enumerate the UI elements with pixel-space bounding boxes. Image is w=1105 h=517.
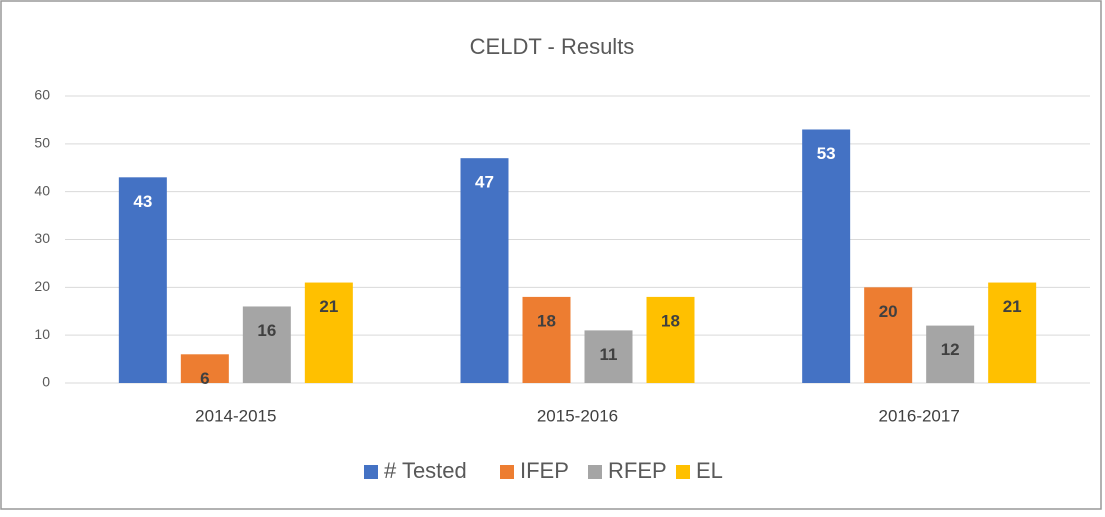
y-tick-label: 0 — [42, 374, 50, 390]
bar — [304, 282, 353, 383]
bar — [460, 158, 509, 383]
data-label: 20 — [879, 302, 898, 321]
bar — [988, 282, 1037, 383]
bar — [118, 177, 167, 383]
legend-label: IFEP — [520, 458, 569, 483]
data-label: 21 — [1003, 297, 1022, 316]
legend-swatch — [676, 465, 690, 479]
data-label: 16 — [257, 321, 276, 340]
legend-label: EL — [696, 458, 723, 483]
y-tick-label: 50 — [34, 135, 50, 151]
chart-title: CELDT - Results — [470, 34, 635, 59]
x-tick-label: 2015-2016 — [537, 406, 618, 425]
data-label: 21 — [319, 297, 338, 316]
legend-swatch — [364, 465, 378, 479]
data-label: 47 — [475, 173, 494, 192]
legend-swatch — [588, 465, 602, 479]
bar — [646, 296, 695, 383]
data-label: 18 — [661, 311, 680, 330]
y-tick-label: 10 — [34, 326, 50, 342]
bar — [864, 287, 913, 383]
bar — [180, 354, 229, 383]
x-tick-label: 2014-2015 — [195, 406, 276, 425]
bar — [926, 325, 975, 383]
x-tick-label: 2016-2017 — [879, 406, 960, 425]
bar — [584, 330, 633, 383]
y-tick-label: 30 — [34, 230, 50, 246]
legend-label: RFEP — [608, 458, 667, 483]
data-label: 43 — [133, 192, 152, 211]
data-label: 12 — [941, 340, 960, 359]
y-tick-label: 20 — [34, 278, 50, 294]
y-tick-label: 60 — [34, 87, 50, 103]
bar — [522, 296, 571, 383]
legend-swatch — [500, 465, 514, 479]
data-label: 53 — [817, 144, 836, 163]
data-label: 6 — [200, 369, 209, 388]
data-label: 11 — [600, 345, 618, 364]
bar — [242, 306, 291, 383]
y-tick-label: 40 — [34, 182, 50, 198]
data-label: 18 — [537, 311, 556, 330]
legend-label: # Tested — [384, 458, 467, 483]
bar — [802, 129, 851, 383]
